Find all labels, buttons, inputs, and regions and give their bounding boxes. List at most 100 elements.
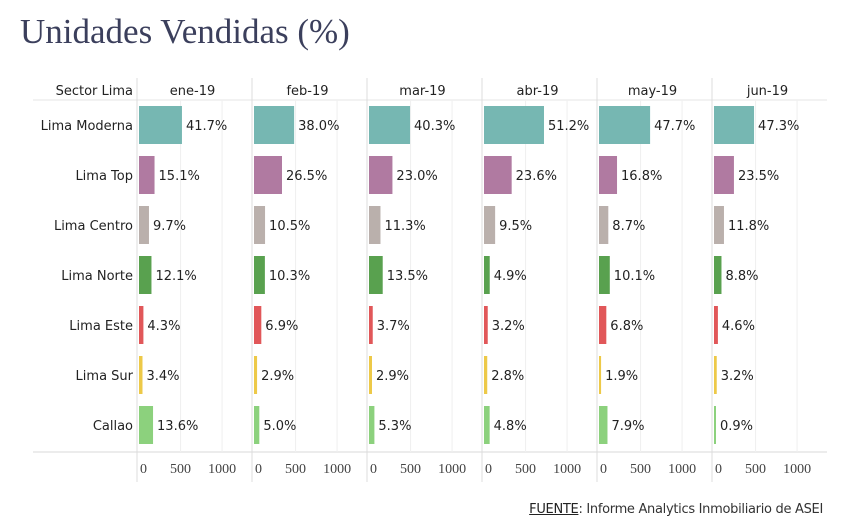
bar-lima-este <box>599 306 607 344</box>
data-label: 6.8% <box>610 319 643 334</box>
bar-chart: Sector Lima Lima Moderna Lima Top Lima Cent… <box>33 78 827 482</box>
data-label: 3.2% <box>492 319 525 334</box>
bar-lima-sur <box>714 356 717 394</box>
x-tick-label: 500 <box>745 462 766 477</box>
bar-lima-sur <box>599 356 602 394</box>
data-label: 47.7% <box>654 119 695 134</box>
category-label: Lima Este <box>69 319 133 334</box>
data-label: 9.7% <box>153 219 186 234</box>
data-label: 9.5% <box>499 219 532 234</box>
source-text: : Informe Analytics Inmobiliario de ASEI <box>578 502 823 517</box>
bar-lima-este <box>484 306 488 344</box>
x-tick-label: 1000 <box>323 462 351 477</box>
data-label: 10.3% <box>269 269 310 284</box>
month-header: abr-19 <box>517 84 559 99</box>
bar-lima-norte <box>254 256 265 294</box>
data-label: 4.9% <box>494 269 527 284</box>
bar-lima-centro <box>254 206 266 244</box>
bar-lima-norte <box>369 256 383 294</box>
bar-lima-centro <box>714 206 724 244</box>
data-label: 3.2% <box>721 369 754 384</box>
data-label: 8.7% <box>612 219 645 234</box>
data-label: 7.9% <box>611 419 644 434</box>
source-note: FUENTE: Informe Analytics Inmobiliario d… <box>529 502 823 517</box>
data-label: 1.9% <box>605 369 638 384</box>
data-label: 11.8% <box>728 219 769 234</box>
data-label: 13.6% <box>157 419 198 434</box>
data-label: 40.3% <box>414 119 455 134</box>
x-tick-label: 1000 <box>208 462 236 477</box>
source-label: FUENTE <box>529 502 579 517</box>
bar-lima-este <box>369 306 373 344</box>
bar-lima-centro <box>599 206 609 244</box>
data-label: 10.5% <box>269 219 310 234</box>
bar-lima-top <box>484 156 512 194</box>
data-label: 5.0% <box>263 419 296 434</box>
data-label: 2.9% <box>261 369 294 384</box>
bar-callao <box>254 406 260 444</box>
data-label: 23.6% <box>516 169 557 184</box>
x-tick-label: 0 <box>140 462 147 477</box>
bar-lima-este <box>714 306 718 344</box>
data-label: 51.2% <box>548 119 589 134</box>
x-tick-label: 500 <box>285 462 306 477</box>
x-tick-label: 500 <box>170 462 191 477</box>
x-tick-label: 0 <box>370 462 377 477</box>
bar-lima-centro <box>139 206 149 244</box>
bar-lima-centro <box>369 206 381 244</box>
data-label: 12.1% <box>155 269 196 284</box>
data-label: 13.5% <box>387 269 428 284</box>
bar-lima-sur <box>254 356 258 394</box>
bar-lima-centro <box>484 206 496 244</box>
data-label: 26.5% <box>286 169 327 184</box>
bar-lima-moderna <box>254 106 295 144</box>
bar-callao <box>599 406 608 444</box>
data-label: 15.1% <box>159 169 200 184</box>
bar-lima-este <box>139 306 144 344</box>
data-label: 3.4% <box>146 369 179 384</box>
month-header: may-19 <box>628 84 677 99</box>
month-header: mar-19 <box>399 84 445 99</box>
category-label: Lima Sur <box>76 369 134 384</box>
bar-lima-norte <box>484 256 490 294</box>
chart-title: Unidades Vendidas (%) <box>20 12 350 51</box>
bar-lima-sur <box>484 356 488 394</box>
category-label: Lima Moderna <box>41 119 133 134</box>
data-label: 2.8% <box>491 369 524 384</box>
bar-lima-top <box>369 156 393 194</box>
data-label: 4.6% <box>722 319 755 334</box>
bar-lima-moderna <box>484 106 544 144</box>
bar-lima-sur <box>369 356 372 394</box>
bar-lima-top <box>254 156 283 194</box>
bar-lima-este <box>254 306 262 344</box>
bar-callao <box>484 406 490 444</box>
bar-lima-moderna <box>139 106 182 144</box>
month-header: feb-19 <box>286 84 328 99</box>
data-label: 3.7% <box>377 319 410 334</box>
data-label: 8.8% <box>725 269 758 284</box>
x-tick-label: 1000 <box>553 462 581 477</box>
data-label: 23.0% <box>396 169 437 184</box>
bar-lima-top <box>714 156 734 194</box>
data-label: 23.5% <box>738 169 779 184</box>
data-label: 6.9% <box>265 319 298 334</box>
category-label: Lima Top <box>75 169 133 184</box>
data-label: 10.1% <box>614 269 655 284</box>
data-label: 38.0% <box>298 119 339 134</box>
x-tick-label: 0 <box>255 462 262 477</box>
x-tick-label: 0 <box>485 462 492 477</box>
bar-callao <box>139 406 154 444</box>
x-tick-label: 1000 <box>668 462 696 477</box>
x-tick-label: 0 <box>600 462 607 477</box>
x-tick-label: 500 <box>630 462 651 477</box>
bar-lima-norte <box>599 256 610 294</box>
data-label: 4.8% <box>494 419 527 434</box>
data-label: 41.7% <box>186 119 227 134</box>
x-tick-label: 1000 <box>783 462 811 477</box>
category-label: Callao <box>93 419 133 434</box>
bar-lima-moderna <box>369 106 411 144</box>
x-tick-label: 500 <box>515 462 536 477</box>
row-header: Sector Lima <box>56 84 133 99</box>
data-label: 0.9% <box>720 419 753 434</box>
bar-lima-top <box>139 156 155 194</box>
